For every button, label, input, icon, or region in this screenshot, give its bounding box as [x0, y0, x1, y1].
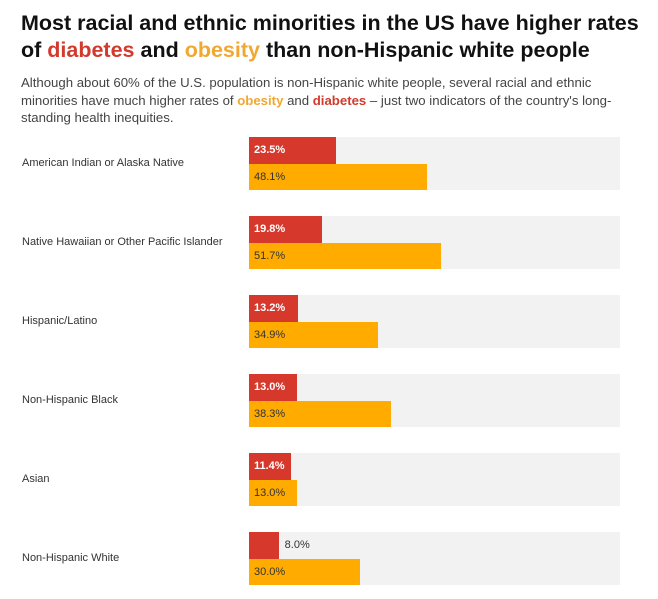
- obesity-bar: 30.0%: [249, 558, 361, 585]
- diabetes-bar: 8.0%: [249, 532, 310, 559]
- diabetes-value-label: 19.8%: [254, 223, 286, 235]
- obesity-bar: 13.0%: [249, 479, 298, 506]
- bar-track: 13.2% 34.9%: [249, 295, 620, 348]
- obesity-value-label: 51.7%: [254, 249, 286, 262]
- subtitle-diabetes: diabetes: [312, 92, 367, 108]
- bar-group: Non-Hispanic Black 13.0% 38.3%: [0, 374, 658, 427]
- obesity-value-label: 38.3%: [254, 407, 286, 420]
- obesity-bar: 38.3%: [249, 400, 392, 427]
- diabetes-bar: 13.2%: [249, 295, 298, 322]
- bar-track: 11.4% 13.0%: [249, 453, 620, 506]
- diabetes-bar: 13.0%: [249, 374, 298, 401]
- obesity-bar: 48.1%: [249, 163, 428, 190]
- title-text: Most racial and ethnic minorities in the…: [21, 11, 639, 62]
- diabetes-value-label: 13.0%: [254, 381, 286, 393]
- obesity-value-label: 48.1%: [254, 170, 286, 183]
- category-label: Asian: [22, 473, 50, 485]
- title-text-end: than non-Hispanic white people: [259, 38, 590, 62]
- diabetes-value-label: 11.4%: [254, 460, 285, 472]
- bar-track: 19.8% 51.7%: [249, 216, 620, 269]
- diabetes-value-label: 13.2%: [254, 302, 286, 314]
- subtitle-obesity: obesity: [237, 92, 284, 108]
- obesity-bar: 51.7%: [249, 242, 441, 269]
- bar-track: 13.0% 38.3%: [249, 374, 620, 427]
- diabetes-value-label: 23.5%: [254, 144, 286, 156]
- diabetes-bar: 19.8%: [249, 216, 323, 243]
- obesity-value-label: 30.0%: [254, 565, 286, 578]
- category-label: Hispanic/Latino: [22, 315, 98, 327]
- diabetes-bar: 11.4%: [249, 453, 292, 480]
- title-obesity: obesity: [184, 38, 260, 62]
- bar-group: Native Hawaiian or Other Pacific Islande…: [0, 216, 658, 269]
- diabetes-value-label: 8.0%: [284, 539, 310, 551]
- obesity-value-label: 34.9%: [254, 328, 286, 341]
- chart-subtitle: Although about 60% of the U.S. populatio…: [21, 74, 651, 127]
- bar-group: Hispanic/Latino 13.2% 34.9%: [0, 295, 658, 348]
- chart-title: Most racial and ethnic minorities in the…: [21, 10, 651, 64]
- title-and: and: [134, 38, 185, 62]
- category-label: Non-Hispanic White: [22, 552, 120, 564]
- obesity-bar: 34.9%: [249, 321, 379, 348]
- diabetes-bar: 23.5%: [249, 137, 337, 164]
- bar-track: 8.0% 30.0%: [249, 532, 620, 585]
- obesity-value-label: 13.0%: [254, 486, 286, 499]
- category-label: Non-Hispanic Black: [22, 394, 118, 406]
- subtitle-text-end: – just two indicators of the country's l…: [21, 92, 612, 126]
- title-diabetes: diabetes: [47, 38, 135, 62]
- bar-group: American Indian or Alaska Native 23.5% 48.…: [0, 137, 658, 190]
- subtitle-and: and: [283, 92, 313, 108]
- bar-group: Asian 11.4% 13.0%: [0, 453, 658, 506]
- bar-group: Non-Hispanic White 8.0% 30.0%: [0, 532, 658, 585]
- category-label: Native Hawaiian or Other Pacific Islande…: [22, 236, 223, 248]
- bar-track: 23.5% 48.1%: [249, 137, 620, 190]
- category-label: American Indian or Alaska Native: [22, 157, 185, 169]
- subtitle-text: Although about 60% of the U.S. populatio…: [21, 75, 592, 108]
